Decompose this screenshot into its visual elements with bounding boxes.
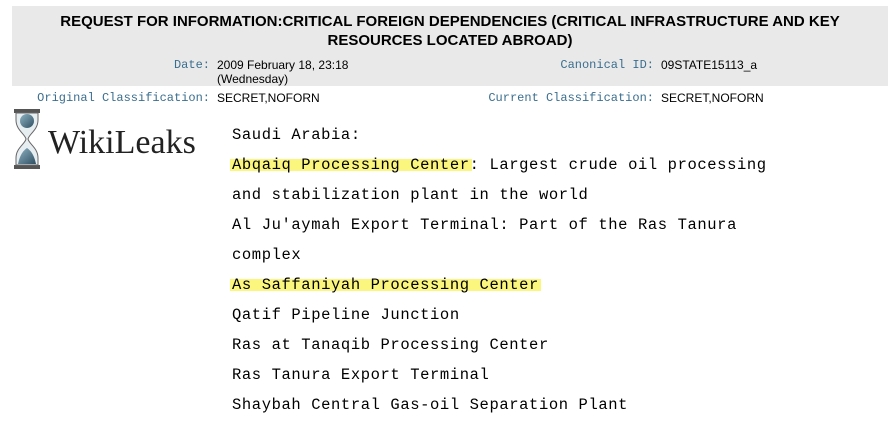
list-item: Ras Tanura Export Terminal xyxy=(232,366,490,384)
title-line-2: RESOURCES LOCATED ABROAD) xyxy=(327,32,573,49)
list-item: Al Ju'aymah Export Terminal: Part of the… xyxy=(232,216,737,234)
list-item: Qatif Pipeline Junction xyxy=(232,306,460,324)
current-classification-label: Current Classification: xyxy=(488,91,654,105)
wikileaks-wordmark: WikiLeaks xyxy=(48,124,196,161)
list-item: Shaybah Central Gas-oil Separation Plant xyxy=(232,396,629,414)
wikileaks-logo[interactable]: WikiLeaks xyxy=(12,108,212,170)
list-item-detail: : Largest crude oil processing xyxy=(469,156,767,174)
current-classification-value: SECRET,NOFORN xyxy=(661,91,764,105)
canonical-id-label: Canonical ID: xyxy=(560,58,654,72)
date-value-line-2: (Wednesday) xyxy=(217,72,289,86)
list-item-continuation: complex xyxy=(232,246,302,264)
list-item: Ras at Tanaqib Processing Center xyxy=(232,336,549,354)
date-value: 2009 February 18, 23:18 (Wednesday) xyxy=(217,58,348,86)
highlighted-text: As Saffaniyah Processing Center xyxy=(230,276,541,294)
original-classification-label: Original Classification: xyxy=(37,91,210,105)
hourglass-globe-icon xyxy=(14,109,40,169)
title-line-1: REQUEST FOR INFORMATION:CRITICAL FOREIGN… xyxy=(60,13,840,30)
date-label: Date: xyxy=(173,58,210,72)
date-value-line-1: 2009 February 18, 23:18 xyxy=(217,58,349,72)
cable-body: Saudi Arabia: Abqaiq Processing Center: … xyxy=(230,120,767,420)
list-item: As Saffaniyah Processing Center xyxy=(230,270,767,300)
list-item-continuation: and stabilization plant in the world xyxy=(232,186,589,204)
document-title: REQUEST FOR INFORMATION:CRITICAL FOREIGN… xyxy=(12,12,888,50)
highlighted-text: Abqaiq Processing Center xyxy=(230,156,472,174)
document-header: REQUEST FOR INFORMATION:CRITICAL FOREIGN… xyxy=(12,6,888,86)
original-classification-value: SECRET,NOFORN xyxy=(217,91,320,105)
country-heading: Saudi Arabia: xyxy=(232,126,361,144)
canonical-id-value: 09STATE15113_a xyxy=(661,58,758,72)
list-item: Abqaiq Processing Center: Largest crude … xyxy=(230,150,767,180)
